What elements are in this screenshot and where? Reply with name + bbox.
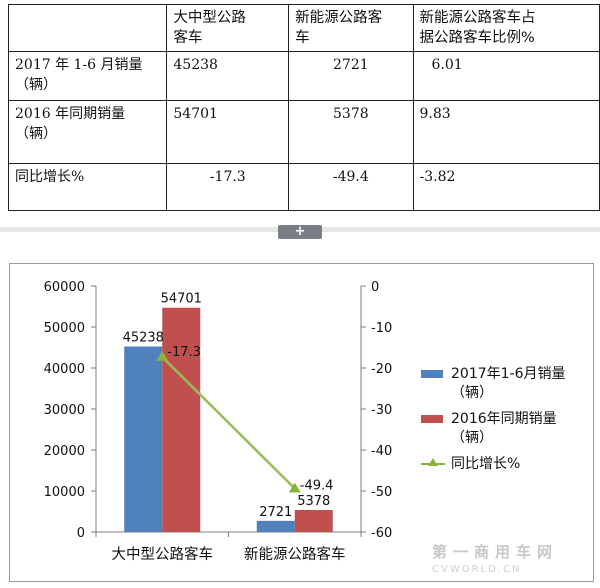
right-axis-tick-label: -60 (371, 526, 392, 541)
right-axis-tick-label: -10 (371, 321, 392, 336)
left-axis-tick-label: 0 (77, 526, 85, 541)
table-header-cell: 新能源公路客车占 据公路客车比例% (412, 4, 600, 52)
category-label: 新能源公路客车 (244, 546, 346, 563)
growth-line (161, 356, 296, 490)
legend-label: 2016年同期销量 （辆） (451, 411, 557, 446)
legend-item-growth: 同比增长% (421, 455, 591, 474)
watermark: 第一商用车网 (432, 543, 559, 561)
table-cell: -3.82 (412, 163, 600, 211)
legend-swatch-blue (421, 370, 443, 378)
growth-data-label: -17.3 (167, 345, 201, 360)
growth-point-triangle-marker (156, 350, 169, 361)
bar-data-label: 45238 (123, 331, 164, 346)
right-axis-tick-label: 0 (371, 280, 379, 295)
right-axis-tick-label: -40 (371, 444, 392, 459)
left-axis-tick-label: 30000 (44, 403, 85, 418)
right-axis-tick-label: -20 (371, 362, 392, 377)
table-header-cell (7, 4, 168, 52)
left-axis-tick-label: 40000 (44, 362, 85, 377)
table-row-label: 2017 年 1-6 月销量 （辆） (7, 51, 168, 101)
table-row: 2017 年 1-6 月销量 （辆） 45238 2721 6.01 (7, 51, 600, 101)
bar-2017 (124, 346, 163, 532)
table-cell: -17.3 (166, 163, 290, 211)
table-row: 2016 年同期销量 （辆） 54701 5378 9.83 (7, 100, 600, 164)
left-axis-tick-label: 10000 (44, 485, 85, 500)
bar-data-label: 2721 (259, 505, 292, 520)
right-axis-tick-label: -30 (371, 403, 392, 418)
table-header-row: 大中型公路 客车 新能源公路客车 新能源公路客车占 据公路客车比例% (7, 4, 600, 52)
sales-table: 大中型公路 客车 新能源公路客车 新能源公路客车占 据公路客车比例% 2017 年 … (7, 4, 600, 211)
growth-point-triangle-marker (288, 482, 301, 493)
combo-chart: 0 10000 20000 30000 40000 50000 60000 0 -10 -20 -3… (44, 280, 393, 563)
legend-label: 同比增长% (451, 456, 521, 472)
table-cell: 45238 (166, 51, 290, 101)
triangle-marker-icon (428, 458, 438, 466)
watermark-sub: CVWORLD.CN (432, 564, 522, 575)
left-axis-tick-label: 50000 (44, 321, 85, 336)
legend-swatch-red (421, 415, 443, 423)
table-cell: 5378 (288, 100, 414, 164)
legend-item-2017: 2017年1-6月销量 （辆） (421, 365, 591, 403)
left-axis-tick-label: 60000 (44, 280, 85, 295)
table-cell: 2721 (288, 51, 414, 101)
table-header-cell: 新能源公路客车 (288, 4, 414, 52)
table-row-label: 2016 年同期销量 （辆） (7, 100, 168, 164)
left-axis-tick-label: 20000 (44, 444, 85, 459)
right-axis-tick-label: -50 (371, 485, 392, 500)
bar-2016 (294, 509, 333, 532)
bar-data-label: 54701 (161, 292, 202, 307)
bar-2017 (256, 520, 295, 532)
table-cell: -49.4 (288, 163, 414, 211)
table-cell: 6.01 (412, 51, 600, 101)
growth-data-label: -49.4 (300, 479, 334, 494)
chart-frame: 0 10000 20000 30000 40000 50000 60000 0 -10 -20 -3… (9, 263, 594, 582)
bar-2016 (162, 307, 201, 532)
table-cell: 54701 (166, 100, 290, 164)
chart-legend: 2017年1-6月销量 （辆） 2016年同期销量 （辆） 同比增长% (421, 365, 591, 481)
expand-button[interactable]: + (278, 225, 322, 239)
category-label: 大中型公路客车 (112, 546, 214, 563)
table-header-cell: 大中型公路 客车 (166, 4, 290, 52)
bar-data-label: 5378 (297, 494, 330, 509)
legend-label: 2017年1-6月销量 （辆） (451, 366, 566, 401)
legend-item-2016: 2016年同期销量 （辆） (421, 410, 591, 448)
table-row: 同比增长% -17.3 -49.4 -3.82 (7, 163, 600, 211)
table-row-label: 同比增长% (7, 163, 168, 211)
table-cell: 9.83 (412, 100, 600, 164)
